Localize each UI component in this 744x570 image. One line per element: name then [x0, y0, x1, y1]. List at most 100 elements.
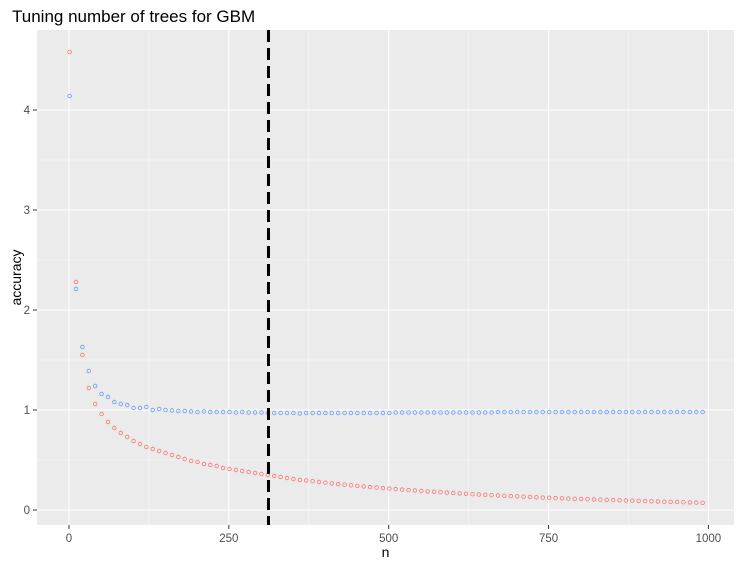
data-point — [214, 463, 219, 469]
data-point — [662, 409, 667, 415]
data-point — [553, 409, 558, 415]
data-point — [598, 409, 603, 415]
data-point — [585, 409, 590, 415]
data-point — [118, 401, 123, 407]
data-point — [99, 391, 104, 397]
data-point — [521, 494, 526, 499]
data-point — [195, 459, 200, 465]
data-point — [495, 493, 501, 498]
data-point — [240, 409, 245, 415]
data-point — [361, 484, 366, 489]
data-point — [694, 500, 699, 505]
data-point — [259, 471, 264, 477]
data-point — [278, 474, 283, 480]
data-point — [681, 409, 686, 415]
data-point — [86, 385, 91, 391]
data-point — [470, 410, 475, 415]
data-point — [220, 465, 226, 471]
data-point — [444, 490, 450, 495]
x-tick-label: 250 — [219, 533, 238, 545]
y-tick-label: 0 — [24, 505, 30, 517]
data-point — [92, 383, 98, 389]
data-point — [662, 499, 667, 504]
data-point — [604, 409, 609, 415]
data-point — [515, 494, 520, 499]
data-point — [399, 410, 405, 415]
data-point — [176, 408, 181, 414]
data-point — [355, 483, 360, 489]
data-point — [527, 494, 533, 500]
data-point — [278, 410, 283, 416]
x-tick-label: 750 — [539, 533, 558, 545]
data-point — [617, 409, 622, 415]
data-point — [156, 448, 162, 454]
data-point — [591, 497, 597, 502]
data-point — [457, 491, 462, 496]
data-point — [105, 419, 111, 425]
data-point — [623, 409, 629, 415]
data-point — [169, 408, 175, 413]
data-point — [649, 409, 654, 415]
data-point — [131, 438, 136, 444]
chart-title: Tuning number of trees for GBM — [12, 7, 255, 26]
data-point — [112, 425, 117, 431]
data-point — [329, 481, 334, 486]
data-point — [240, 468, 245, 474]
data-point — [144, 444, 149, 450]
data-point — [73, 286, 79, 292]
data-point — [367, 484, 373, 490]
data-points — [67, 49, 705, 505]
y-tick-label: 1 — [24, 405, 30, 417]
data-point — [636, 409, 641, 415]
data-point — [335, 410, 341, 416]
x-axis: 0 250 500 750 1000 — [66, 525, 721, 545]
data-point — [297, 477, 303, 483]
data-point — [700, 409, 705, 415]
data-point — [540, 409, 546, 415]
data-point — [291, 410, 296, 416]
y-tick-label: 4 — [24, 105, 31, 117]
data-point — [604, 497, 609, 503]
data-point — [201, 461, 207, 467]
data-point — [630, 498, 635, 503]
data-point — [169, 452, 175, 458]
data-point — [527, 409, 533, 415]
data-point — [201, 409, 207, 414]
data-point — [67, 49, 72, 55]
data-point — [105, 394, 111, 400]
data-point — [642, 498, 648, 504]
data-point — [406, 410, 411, 415]
data-point — [342, 410, 347, 416]
data-point — [323, 410, 328, 416]
data-point — [304, 410, 309, 416]
data-point — [515, 409, 520, 415]
data-point — [355, 410, 360, 416]
data-point — [144, 404, 149, 410]
data-point — [502, 493, 507, 498]
data-point — [451, 410, 456, 415]
data-point — [591, 409, 597, 415]
data-point — [297, 411, 303, 416]
data-point — [304, 478, 309, 483]
data-point — [291, 476, 296, 482]
series-2 — [67, 93, 705, 416]
data-point — [150, 407, 155, 413]
data-point — [668, 499, 673, 505]
data-point — [323, 480, 328, 485]
data-point — [112, 399, 117, 405]
data-point — [700, 500, 705, 505]
data-point — [92, 401, 98, 407]
data-point — [284, 410, 290, 416]
data-point — [431, 410, 437, 415]
data-point — [252, 410, 258, 415]
data-point — [578, 496, 584, 502]
data-point — [546, 409, 552, 415]
data-point — [540, 495, 546, 500]
data-point — [227, 466, 232, 472]
data-point — [124, 434, 130, 440]
data-point — [310, 479, 315, 484]
data-point — [361, 410, 366, 416]
data-point — [457, 410, 462, 415]
data-point — [380, 485, 386, 491]
